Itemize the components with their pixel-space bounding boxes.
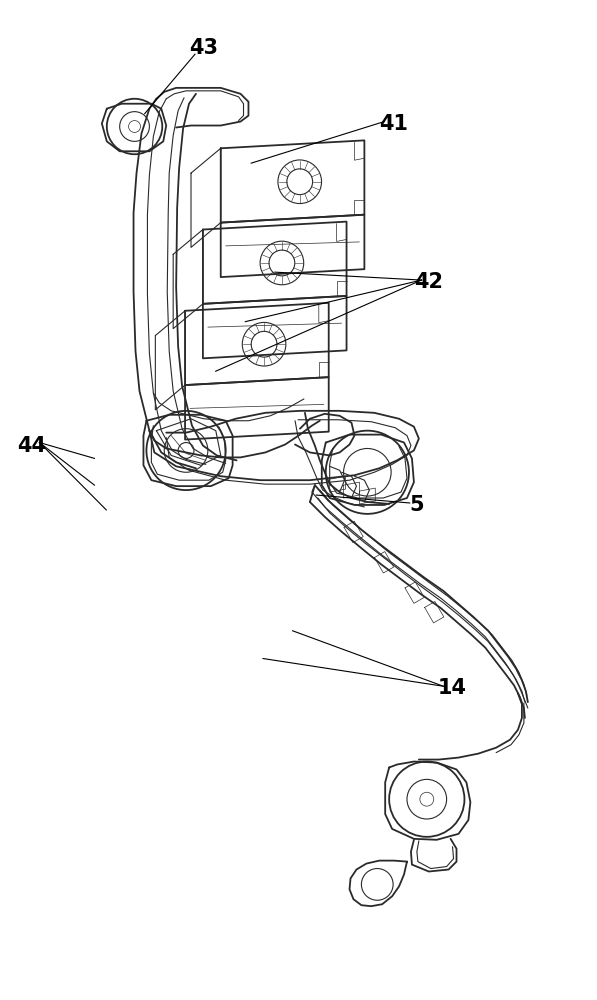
Text: 44: 44	[17, 436, 45, 456]
Text: 14: 14	[438, 678, 467, 698]
Text: 42: 42	[414, 272, 443, 292]
Text: 43: 43	[189, 38, 219, 58]
Text: 5: 5	[410, 495, 424, 515]
Text: 41: 41	[378, 114, 408, 134]
